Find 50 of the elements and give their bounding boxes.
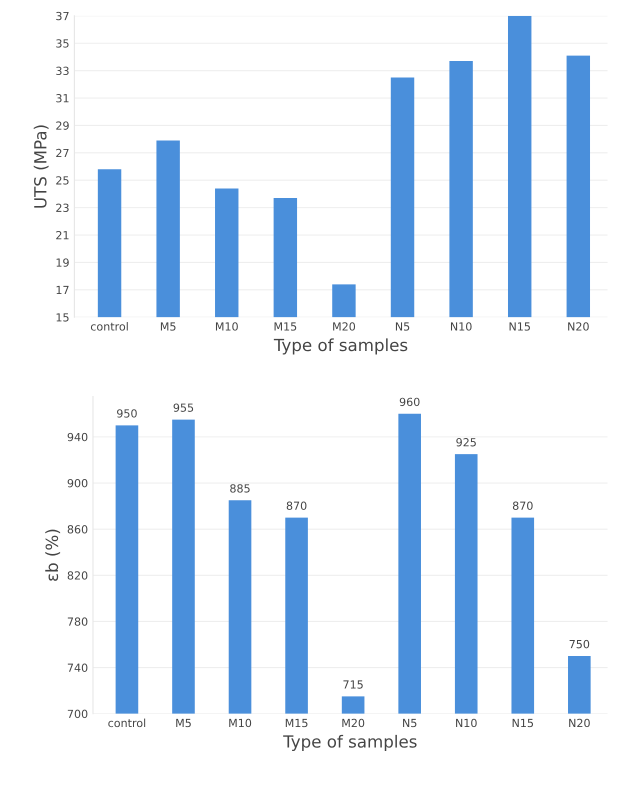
y-tick-label: 19: [56, 258, 69, 267]
y-tick-label: 25: [56, 176, 69, 185]
data-label: 870: [512, 502, 533, 510]
y-tick-label: 740: [68, 664, 88, 672]
x-tick-label: M15: [286, 718, 308, 728]
x-tick-label: N5: [403, 718, 416, 728]
x-tick-label: M20: [342, 718, 364, 728]
y-tick-label: 33: [56, 66, 69, 76]
y-tick-label: 900: [68, 478, 88, 488]
y-tick-label: 15: [56, 313, 69, 322]
x-tick-label: M10: [229, 718, 252, 728]
x-tick-label: M5: [176, 718, 191, 728]
y-tick-label: 31: [56, 94, 69, 102]
x-axis-title: Type of samples: [283, 734, 417, 751]
x-tick-label: N15: [512, 718, 534, 728]
x-tick-label: N20: [569, 718, 590, 728]
data-label: 750: [570, 640, 590, 648]
data-label: 960: [400, 398, 420, 406]
y-tick-label: 860: [68, 525, 88, 534]
x-tick-label: N10: [450, 322, 472, 331]
data-label: 715: [343, 680, 363, 689]
y-tick-label: 27: [56, 148, 69, 158]
x-tick-label: M5: [160, 322, 176, 331]
y-tick-label: 940: [68, 432, 88, 442]
x-tick-label: N15: [510, 322, 530, 331]
x-tick-label: M10: [216, 322, 238, 331]
y-axis-title: UTS (MPa): [34, 125, 49, 208]
x-tick-label: N20: [568, 322, 589, 331]
data-label: 925: [456, 438, 476, 446]
data-label: 955: [174, 403, 194, 412]
y-tick-label: 17: [56, 286, 69, 294]
data-label: 885: [230, 484, 250, 493]
y-tick-label: 700: [68, 710, 88, 718]
y-tick-label: 29: [56, 121, 69, 130]
x-tick-label: M15: [274, 322, 296, 331]
y-tick-label: 23: [56, 204, 69, 212]
y-tick-label: 820: [68, 571, 88, 580]
x-axis-title: Type of samples: [274, 338, 408, 354]
y-tick-label: 780: [68, 617, 88, 626]
data-label: 870: [286, 502, 306, 510]
data-label: 950: [117, 409, 137, 418]
x-tick-label: control: [90, 322, 128, 331]
x-tick-label: N5: [396, 322, 410, 331]
y-tick-label: 37: [56, 12, 69, 20]
x-tick-label: control: [108, 718, 146, 728]
y-tick-label: 21: [56, 230, 69, 240]
y-tick-label: 35: [56, 39, 69, 48]
x-tick-label: N10: [456, 718, 477, 728]
y-axis-title: εb (%): [45, 530, 60, 581]
x-tick-label: M20: [333, 322, 356, 331]
